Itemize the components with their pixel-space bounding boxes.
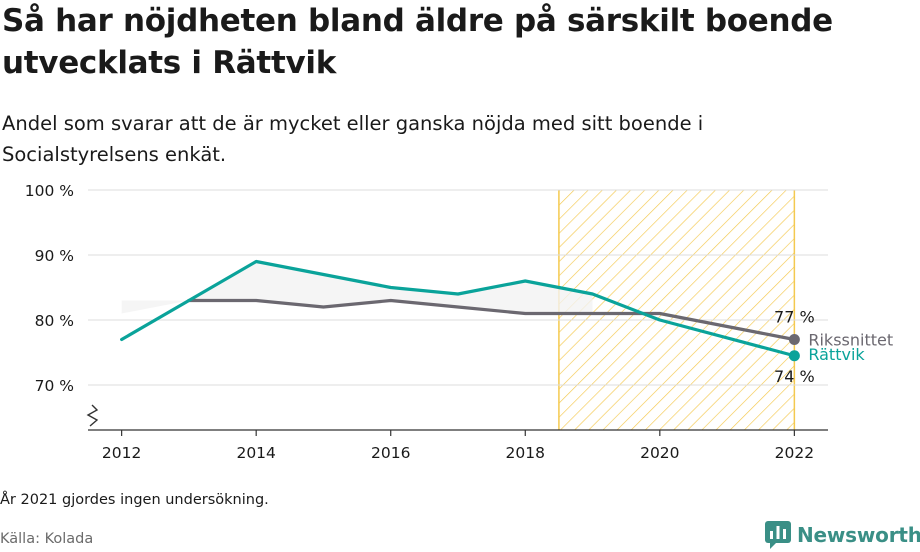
- legend-label-rikssnittet: Rikssnittet: [808, 331, 893, 350]
- axis-break-icon: [86, 404, 99, 427]
- highlight-hatch-area: [558, 190, 795, 430]
- series-line-rikssnittet-end-point: [788, 334, 800, 345]
- newsworthy-logo-icon: [765, 521, 791, 549]
- y-tick-label: 100 %: [25, 182, 74, 200]
- x-tick-label: 2022: [775, 444, 814, 462]
- chart-title: Så har nöjdheten bland äldre på särskilt…: [2, 3, 833, 81]
- x-tick-label: 2014: [236, 444, 275, 462]
- x-tick-label: 2012: [102, 444, 141, 462]
- data-label-rikssnittet: 77 %: [774, 308, 815, 327]
- x-tick-label: 2020: [640, 444, 679, 462]
- series-line-rikssnittet: [187, 298, 796, 342]
- footnote: År 2021 gjordes ingen undersökning.: [0, 492, 269, 508]
- source-text: Källa: Kolada: [0, 531, 94, 547]
- x-tick-label: 2016: [371, 444, 410, 462]
- brand-link[interactable]: Newsworthy: [765, 520, 920, 550]
- series-line-rattvik: [120, 259, 796, 358]
- range-band: [121, 261, 593, 314]
- data-label-rattvik: 74 %: [774, 367, 815, 386]
- y-tick-label: 70 %: [35, 377, 74, 395]
- y-tick-label: 90 %: [35, 247, 74, 265]
- y-tick-label: 80 %: [35, 312, 74, 330]
- series-line-rattvik-end-point: [788, 350, 800, 362]
- brand-name: Newsworthy: [797, 523, 920, 547]
- legend-label-rattvik: Rättvik: [808, 345, 865, 364]
- x-tick-label: 2018: [506, 444, 545, 462]
- chart-subtitle: Andel som svarar att de är mycket eller …: [2, 112, 704, 166]
